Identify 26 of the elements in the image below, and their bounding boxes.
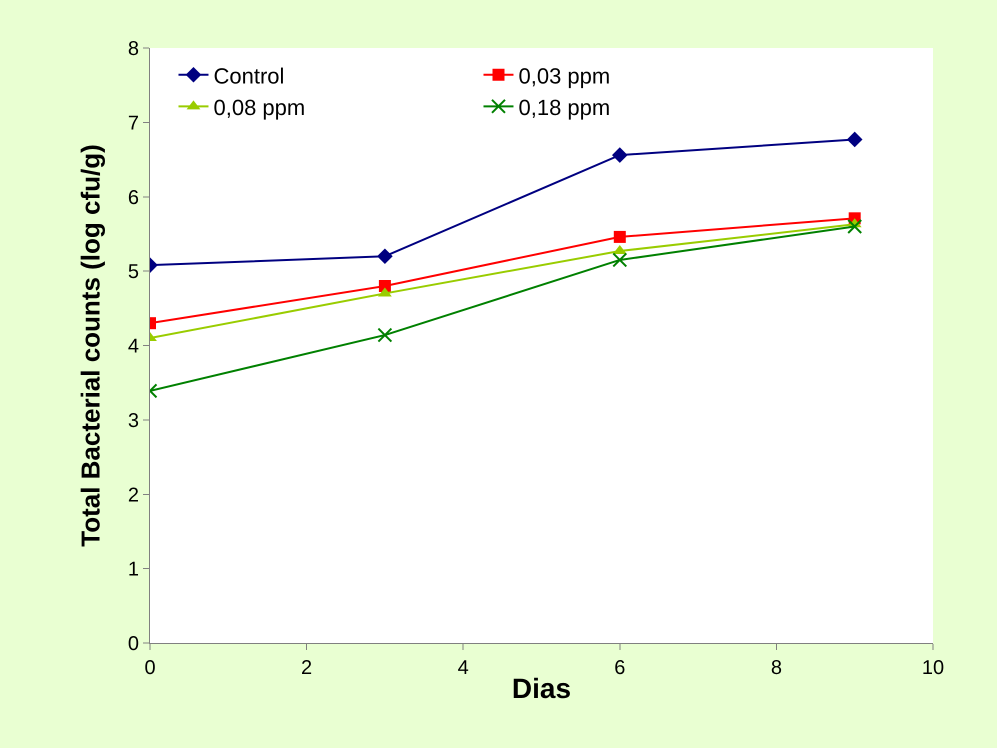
y-axis-title: Total Bacterial counts (log cfu/g) bbox=[75, 144, 106, 547]
legend-label: Control bbox=[213, 63, 284, 88]
point bbox=[847, 219, 862, 234]
legend-label: 0,08 ppm bbox=[213, 94, 306, 120]
point bbox=[612, 147, 628, 163]
x-tick-label: 0 bbox=[144, 657, 156, 679]
point bbox=[612, 252, 628, 268]
legend-label: 0,18 ppm bbox=[518, 94, 610, 120]
y-tick-label: 0 bbox=[128, 633, 139, 655]
y-tick-label: 6 bbox=[128, 186, 139, 209]
y-tick-label: 4 bbox=[128, 336, 139, 358]
x-tick-label: 10 bbox=[922, 657, 944, 679]
y-tick-label: 2 bbox=[128, 484, 139, 506]
x-tick-label: 8 bbox=[770, 657, 782, 679]
y-tick-label: 7 bbox=[128, 112, 139, 134]
y-tick-label: 8 bbox=[128, 38, 139, 60]
y-tick-label: 3 bbox=[128, 410, 139, 432]
legend-label: 0,03 ppm bbox=[518, 63, 610, 88]
y-tick-label: 1 bbox=[128, 558, 139, 581]
y-tick-label: 5 bbox=[128, 261, 139, 284]
x-tick-label: 6 bbox=[614, 657, 626, 679]
point bbox=[846, 132, 862, 148]
point bbox=[614, 230, 626, 243]
x-tick-label: 4 bbox=[458, 657, 469, 679]
x-tick-label: 2 bbox=[301, 657, 312, 679]
x-axis-title: Dias bbox=[512, 673, 572, 704]
